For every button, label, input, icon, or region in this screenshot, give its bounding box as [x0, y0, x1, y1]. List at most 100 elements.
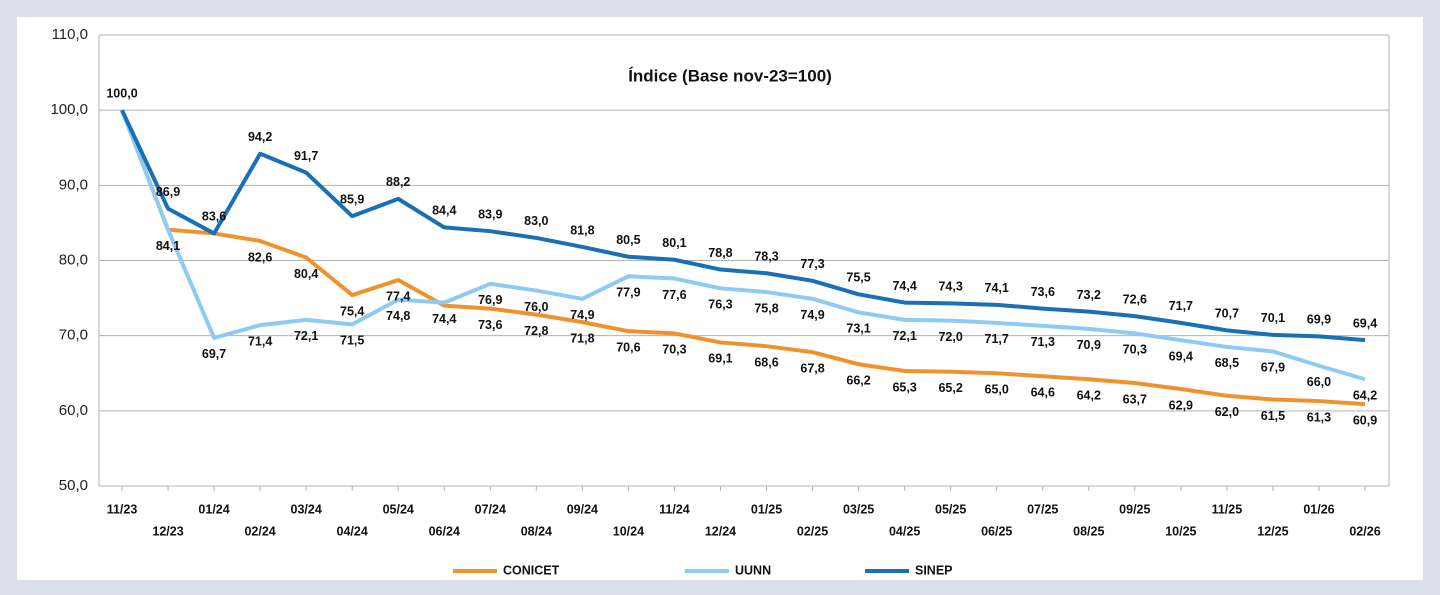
series-line	[120, 109, 1366, 382]
x-tick-label: 10/24	[613, 524, 644, 538]
data-label: 74,4	[892, 279, 916, 293]
data-label: 71,7	[985, 332, 1009, 346]
data-label: 61,3	[1307, 410, 1331, 424]
data-label: 74,1	[985, 281, 1009, 295]
data-label: 73,1	[846, 322, 870, 336]
data-label: 69,4	[1169, 349, 1193, 363]
data-label: 77,9	[616, 286, 640, 300]
x-tick-label: 06/25	[981, 524, 1012, 538]
data-label: 68,5	[1215, 356, 1239, 370]
data-label: 80,5	[616, 233, 640, 247]
data-label: 74,9	[570, 308, 594, 322]
data-label: 94,2	[248, 130, 272, 144]
data-label: 64,2	[1353, 389, 1377, 403]
data-label: 69,4	[1353, 316, 1377, 330]
data-label: 70,6	[616, 340, 640, 354]
x-tick-label: 12/24	[705, 524, 736, 538]
series-line	[120, 109, 1366, 343]
data-label: 78,3	[754, 250, 778, 264]
data-label: 77,3	[800, 257, 824, 271]
data-label: 80,4	[294, 267, 318, 281]
data-label: 60,9	[1353, 413, 1377, 427]
x-tick-label: 02/25	[797, 524, 828, 538]
data-label: 72,8	[524, 324, 548, 338]
data-label: 64,6	[1031, 386, 1055, 400]
data-label: 78,8	[708, 246, 732, 260]
x-tick-label: 12/25	[1257, 524, 1288, 538]
data-label: 62,0	[1215, 405, 1239, 419]
data-label: 74,3	[938, 280, 962, 294]
data-label: 72,1	[892, 329, 916, 343]
x-tick-label: 09/25	[1119, 502, 1150, 516]
x-tick-label: 03/24	[291, 502, 322, 516]
data-label: 85,9	[340, 192, 364, 206]
data-label: 69,1	[708, 352, 732, 366]
data-label: 63,7	[1123, 392, 1147, 406]
y-tick-label: 90,0	[59, 176, 88, 193]
x-tick-label: 04/24	[337, 524, 368, 538]
y-tick-label: 50,0	[59, 477, 88, 494]
data-label: 73,2	[1077, 288, 1101, 302]
x-tick-label: 11/25	[1212, 502, 1243, 516]
x-tick-label: 11/23	[107, 502, 138, 516]
data-label: 81,8	[570, 223, 594, 237]
x-tick-label: 07/24	[475, 502, 506, 516]
y-tick-label: 80,0	[59, 251, 88, 268]
x-tick-label: 12/23	[152, 524, 183, 538]
data-label: 67,9	[1261, 361, 1285, 375]
data-label: 86,9	[156, 185, 180, 199]
data-label: 65,2	[938, 381, 962, 395]
y-tick-label: 110,0	[52, 26, 88, 43]
x-tick-label: 06/24	[429, 524, 460, 538]
legend-label: CONICET	[503, 563, 560, 577]
data-label: 67,8	[800, 362, 824, 376]
y-tick-label: 100,0	[50, 101, 88, 118]
data-label: 71,5	[340, 334, 364, 348]
chart-title: Índice (Base nov-23=100)	[628, 66, 832, 85]
data-label: 70,3	[1123, 343, 1147, 357]
data-label: 70,9	[1077, 338, 1101, 352]
data-label: 74,8	[386, 309, 410, 323]
data-label: 70,3	[662, 343, 686, 357]
data-label: 75,5	[846, 271, 870, 285]
x-tick-label: 08/24	[521, 524, 552, 538]
data-label: 73,6	[478, 318, 502, 332]
data-label: 100,0	[106, 86, 137, 100]
data-label: 76,9	[478, 293, 502, 307]
data-label: 68,6	[754, 355, 778, 369]
data-label: 74,9	[800, 308, 824, 322]
data-label: 80,1	[662, 236, 686, 250]
x-tick-label: 05/24	[383, 502, 414, 516]
x-tick-label: 01/24	[198, 502, 229, 516]
x-tick-label: 11/24	[659, 502, 690, 516]
x-tick-label: 02/26	[1349, 524, 1380, 538]
data-label: 71,7	[1169, 299, 1193, 313]
data-label: 70,1	[1261, 311, 1285, 325]
data-label: 71,8	[570, 331, 594, 345]
y-tick-label: 60,0	[59, 402, 88, 419]
data-label: 61,5	[1261, 409, 1285, 423]
data-label: 75,4	[340, 304, 364, 318]
x-tick-label: 05/25	[935, 502, 966, 516]
data-label: 64,2	[1077, 389, 1101, 403]
data-label: 77,6	[662, 288, 686, 302]
data-label: 71,4	[248, 334, 272, 348]
x-tick-label: 04/25	[889, 524, 920, 538]
x-tick-label: 10/25	[1165, 524, 1196, 538]
x-tick-label: 09/24	[567, 502, 598, 516]
data-label: 72,0	[938, 330, 962, 344]
x-tick-label: 01/26	[1303, 502, 1334, 516]
data-label: 91,7	[294, 149, 318, 163]
legend-label: SINEP	[915, 563, 953, 577]
data-label: 88,2	[386, 175, 410, 189]
x-tick-label: 01/25	[751, 502, 782, 516]
data-label: 74,4	[432, 312, 456, 326]
data-label: 73,6	[1031, 285, 1055, 299]
data-label: 66,0	[1307, 375, 1331, 389]
data-label: 76,0	[524, 300, 548, 314]
data-label: 62,9	[1169, 398, 1193, 412]
legend-label: UUNN	[735, 563, 771, 577]
y-tick-label: 70,0	[59, 327, 88, 344]
data-label: 75,8	[754, 301, 778, 315]
